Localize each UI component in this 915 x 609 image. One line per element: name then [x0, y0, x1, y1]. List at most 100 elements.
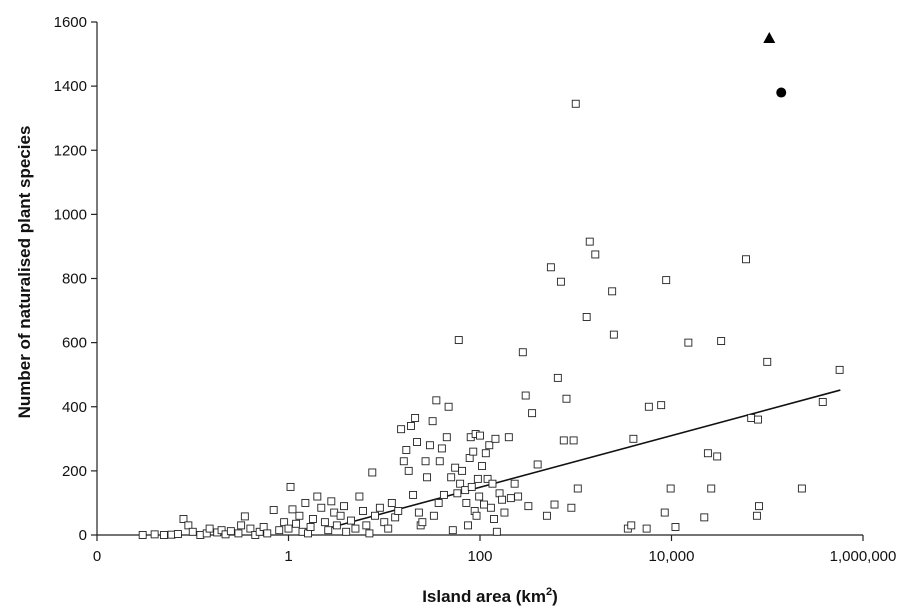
- data-point-square: [559, 436, 568, 445]
- data-point-square: [478, 462, 486, 471]
- data-point-square: [413, 438, 421, 446]
- y-tick-label: 400: [62, 399, 87, 416]
- data-point-square: [454, 336, 463, 345]
- data-point-square: [754, 415, 762, 424]
- data-point-square: [205, 524, 214, 533]
- data-point-square: [275, 526, 284, 535]
- data-point-square: [394, 507, 403, 515]
- data-point-square: [660, 508, 669, 517]
- data-point-square: [269, 506, 278, 514]
- data-point-square: [226, 527, 235, 536]
- data-point-square: [425, 441, 434, 450]
- y-tick-label: 1600: [54, 14, 87, 31]
- data-point-square: [217, 526, 226, 535]
- data-point-square: [404, 466, 413, 475]
- data-point-square: [167, 530, 176, 539]
- data-point-square: [437, 444, 446, 453]
- data-point-square: [458, 466, 467, 475]
- data-point-square: [434, 498, 443, 507]
- data-point-square: [439, 490, 448, 499]
- data-point-square: [684, 338, 693, 347]
- data-point-square: [138, 531, 147, 539]
- data-point-square: [642, 524, 651, 533]
- data-point-square: [492, 527, 501, 536]
- data-point-square: [703, 449, 712, 458]
- data-point-square: [391, 513, 400, 522]
- data-point-square: [644, 402, 653, 411]
- data-point-square: [717, 337, 726, 345]
- data-point-square: [429, 511, 438, 520]
- data-point-square: [835, 365, 844, 374]
- data-point-square: [480, 500, 488, 509]
- data-point-square: [585, 237, 594, 246]
- data-point-square: [518, 348, 527, 357]
- data-point-square: [435, 457, 444, 466]
- data-point-square: [368, 468, 377, 477]
- data-point-square: [387, 498, 396, 507]
- data-point-square: [461, 486, 470, 495]
- data-point-square: [553, 373, 562, 382]
- data-point-square: [567, 503, 576, 512]
- data-point-square: [713, 452, 722, 461]
- data-point-square: [447, 473, 456, 482]
- data-point-square: [521, 391, 530, 400]
- data-point-square: [742, 255, 750, 264]
- data-point-square: [662, 276, 671, 285]
- data-point-square: [380, 518, 389, 527]
- trend-line: [326, 389, 841, 530]
- data-point-square: [462, 498, 471, 507]
- data-point-square: [755, 502, 763, 511]
- data-point-square: [475, 492, 484, 501]
- data-point-square: [240, 512, 249, 521]
- data-point-square: [340, 502, 348, 511]
- data-point-square: [330, 508, 339, 517]
- data-point-square: [491, 434, 500, 443]
- data-point-square: [359, 507, 367, 515]
- data-point-square: [451, 463, 460, 472]
- data-point-square: [444, 402, 453, 411]
- y-tick-label: 0: [79, 527, 87, 544]
- data-point-square: [184, 521, 193, 530]
- data-point-square: [546, 263, 555, 272]
- data-point-square: [488, 479, 497, 488]
- data-point-square: [255, 527, 264, 536]
- data-point-square: [657, 401, 666, 410]
- data-point-square: [528, 409, 537, 418]
- data-point-square: [481, 449, 490, 458]
- data-point-square: [292, 519, 301, 528]
- data-point-square: [752, 511, 761, 520]
- data-point-square: [173, 530, 182, 538]
- x-tick-label: 0: [93, 548, 101, 565]
- data-point-square: [627, 521, 636, 530]
- y-tick-label: 1000: [54, 206, 87, 223]
- y-axis-title: Number of naturalised plant species: [15, 126, 34, 419]
- data-point-square: [421, 457, 430, 466]
- data-point-square: [747, 414, 756, 422]
- data-point-square: [286, 482, 295, 491]
- data-point-square: [375, 503, 384, 512]
- data-point-square: [355, 492, 364, 501]
- data-point-square: [556, 277, 565, 286]
- data-point-square: [763, 357, 772, 366]
- data-point-square: [542, 511, 551, 520]
- data-point-square: [510, 479, 519, 488]
- data-point-square: [483, 474, 492, 483]
- data-point-square: [591, 250, 600, 259]
- data-point-square: [486, 503, 495, 512]
- data-point-square: [456, 479, 465, 488]
- y-tick-label: 1400: [54, 78, 87, 95]
- data-point-square: [490, 515, 498, 523]
- data-point-square: [500, 508, 509, 517]
- data-point-square: [280, 518, 289, 527]
- data-point-square: [476, 431, 484, 440]
- data-point-square: [150, 530, 159, 539]
- x-tick-label: 1: [284, 548, 292, 565]
- data-point-square: [533, 460, 542, 469]
- data-point-square: [371, 511, 379, 520]
- data-point-square: [159, 531, 168, 539]
- data-point-square: [472, 511, 481, 520]
- data-point-square: [409, 490, 418, 499]
- data-point-square: [473, 474, 482, 483]
- data-point-square: [550, 500, 559, 509]
- x-tick-label: 100: [467, 548, 492, 565]
